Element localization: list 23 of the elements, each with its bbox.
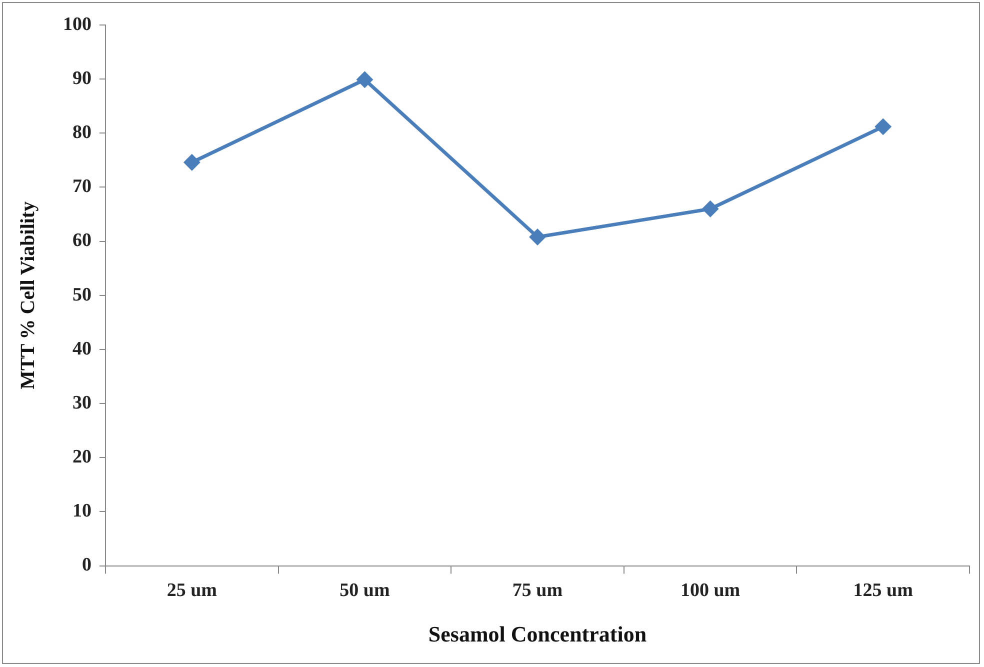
- y-tick-label: 10: [72, 500, 92, 522]
- y-tick-label: 80: [72, 122, 92, 144]
- y-tick-label: 70: [72, 176, 92, 198]
- y-tick-label: 60: [72, 230, 92, 252]
- y-axis-title: MTT % Cell Viability: [17, 201, 40, 390]
- x-tick-label: 25 um: [166, 580, 218, 602]
- point: [356, 72, 372, 88]
- x-tick-label: 75 um: [512, 580, 563, 602]
- y-tick-label: 90: [72, 68, 92, 89]
- y-tick-label: 0: [82, 554, 92, 576]
- y-tick-label: 50: [72, 284, 92, 306]
- x-axis-title: Sesamol Concentration: [428, 621, 647, 646]
- point: [875, 118, 891, 134]
- y-tick-label: 40: [72, 338, 92, 360]
- point: [184, 154, 200, 170]
- x-tick-label: 50 um: [340, 580, 390, 602]
- y-tick-label: 100: [63, 14, 92, 35]
- point: [702, 201, 718, 217]
- y-tick-label: 20: [72, 446, 92, 468]
- x-tick-label: 125 um: [853, 580, 914, 602]
- y-tick-label: 30: [72, 392, 92, 414]
- x-tick-label: 100 um: [680, 580, 740, 602]
- point: [530, 229, 546, 245]
